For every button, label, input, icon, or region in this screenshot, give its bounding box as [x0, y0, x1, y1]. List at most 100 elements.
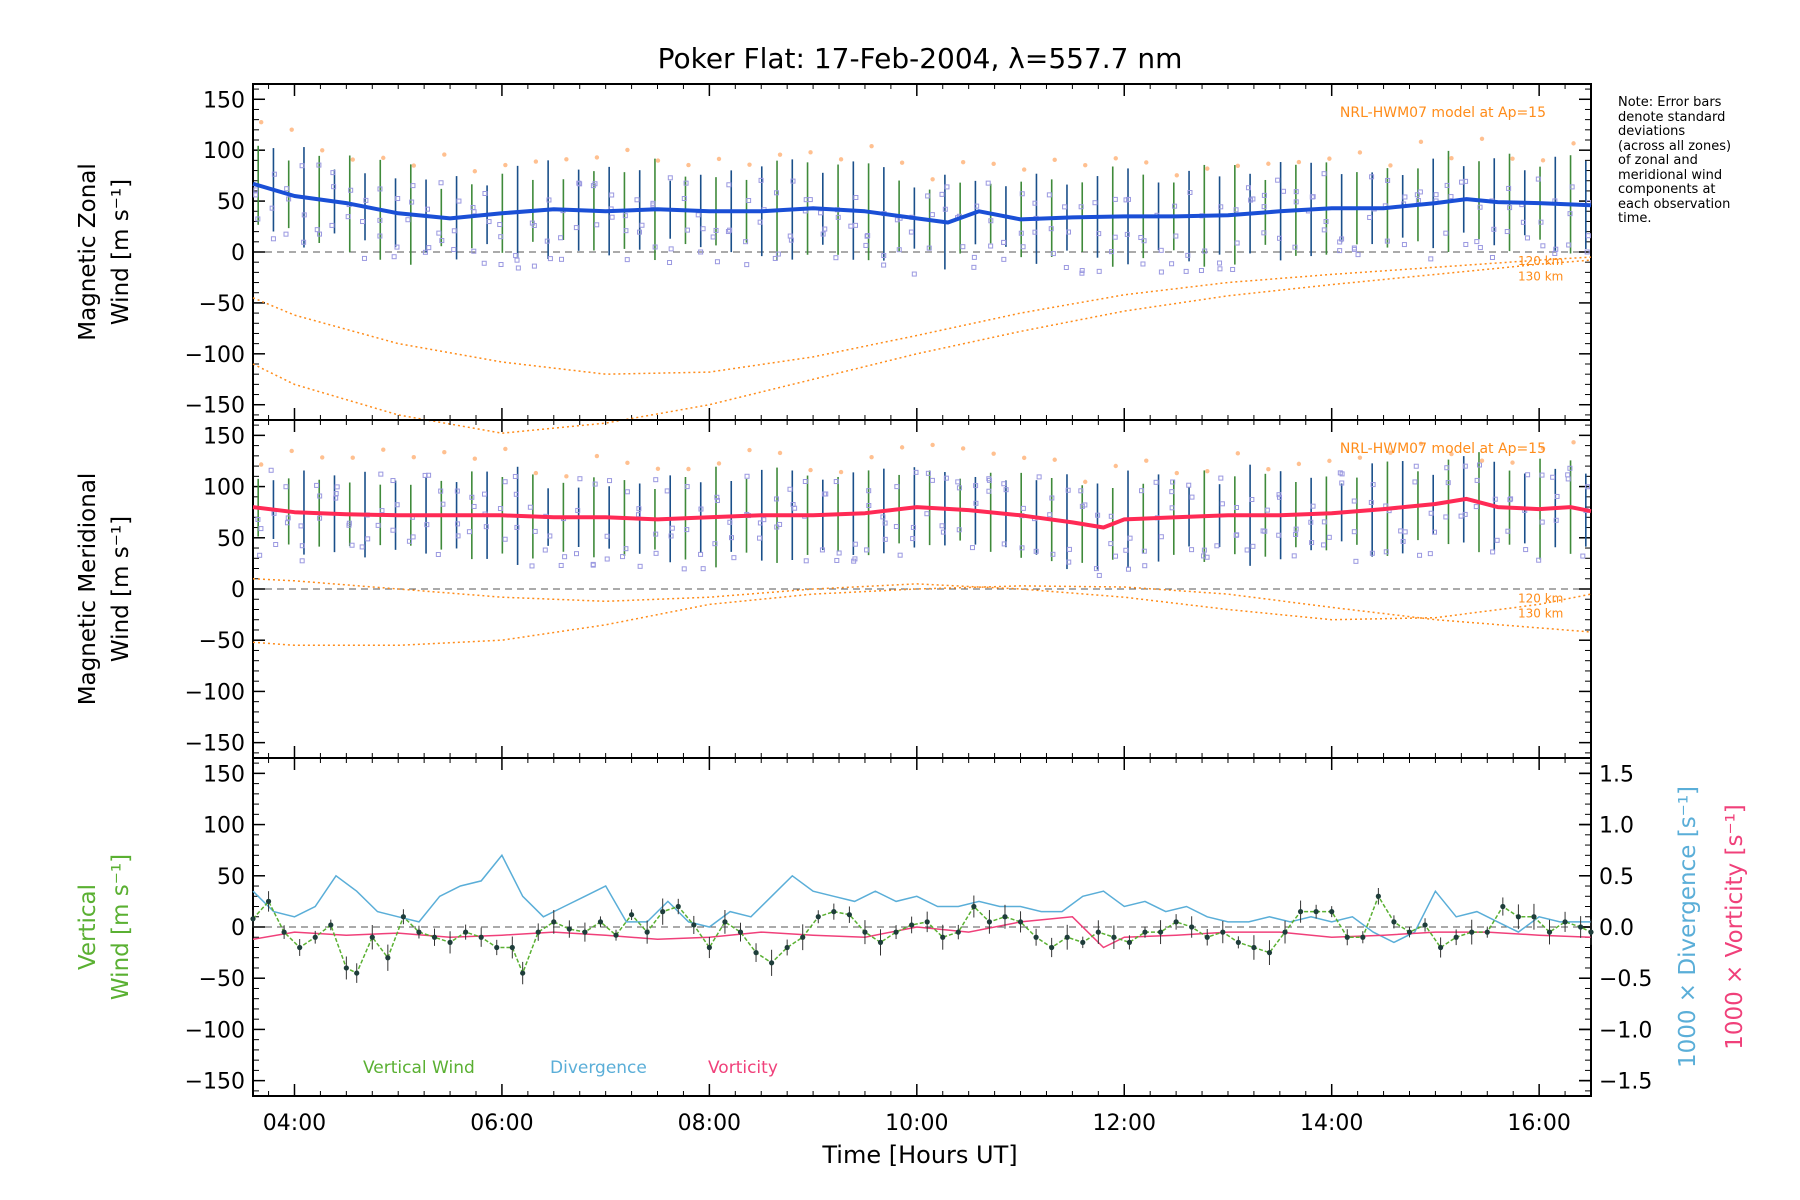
- zone-wind-marker: [836, 550, 842, 556]
- zone-wind-marker: [639, 222, 645, 228]
- zone-wind-marker: [818, 210, 824, 216]
- zone-wind-marker: [1244, 547, 1250, 553]
- zone-wind-marker: [908, 229, 914, 235]
- zone-wind-marker: [896, 247, 902, 253]
- zone-wind-marker: [1095, 512, 1101, 518]
- vertical-wind-point: [297, 944, 303, 951]
- model-zone-marker: [1357, 150, 1363, 155]
- zone-wind-marker: [456, 198, 462, 204]
- zone-wind-marker: [544, 238, 550, 244]
- model-zone-marker: [838, 157, 844, 162]
- zone-wind-marker: [1050, 551, 1056, 557]
- zone-wind-marker: [1585, 233, 1591, 239]
- zone-wind-marker: [1141, 238, 1147, 244]
- zone-wind-marker: [1443, 230, 1449, 236]
- zone-wind-marker: [1580, 553, 1586, 559]
- zone-wind-marker: [988, 243, 994, 249]
- model-130km-line: [252, 259, 1592, 434]
- zone-wind-marker: [1079, 503, 1085, 509]
- model-zone-marker: [1052, 457, 1057, 462]
- zone-wind-marker: [576, 180, 582, 186]
- zone-wind-marker: [286, 196, 292, 202]
- zone-wind-marker: [1351, 246, 1357, 252]
- zone-wind-marker: [455, 533, 461, 539]
- zone-wind-marker: [652, 244, 658, 250]
- model-zone-marker: [1418, 441, 1424, 447]
- vertical-wind-point: [463, 929, 469, 935]
- zone-wind-marker: [360, 219, 366, 225]
- vertical-wind-point: [1049, 944, 1055, 951]
- model-zone-marker: [686, 466, 691, 472]
- zone-wind-marker: [1189, 494, 1195, 500]
- y-tick-label: 150: [203, 424, 245, 449]
- zone-wind-marker: [1281, 188, 1287, 194]
- zone-wind-marker: [787, 486, 793, 492]
- vertical-wind-point: [1126, 939, 1133, 945]
- zone-wind-marker: [333, 495, 339, 501]
- zone-wind-marker: [512, 473, 518, 479]
- model-130km-line: [252, 585, 1592, 647]
- zone-wind-marker: [1553, 517, 1559, 523]
- vertical-wind-point: [753, 950, 759, 956]
- model-zone-marker: [716, 461, 722, 466]
- vertical-wind-point: [924, 919, 930, 925]
- zone-wind-marker: [394, 502, 400, 508]
- model-zone-marker: [1052, 157, 1057, 163]
- zone-wind-marker: [1540, 243, 1546, 249]
- zone-wind-marker: [422, 472, 428, 478]
- vertical-wind-point: [1578, 924, 1584, 930]
- zone-wind-marker: [1293, 526, 1299, 532]
- zone-wind-marker: [405, 217, 411, 223]
- zone-wind-marker: [410, 534, 416, 540]
- zone-wind-marker: [592, 481, 598, 487]
- zone-wind-marker: [542, 547, 548, 553]
- zone-wind-marker: [1504, 229, 1510, 235]
- note-line: meridional wind: [1618, 167, 1723, 183]
- vertical-wind-point: [1204, 934, 1210, 940]
- vertical-wind-point: [815, 914, 821, 920]
- zone-wind-marker: [1506, 185, 1512, 191]
- model-120km-line: [252, 578, 1592, 621]
- model-zone-marker: [258, 120, 264, 125]
- model-zone-marker: [289, 448, 294, 454]
- zone-wind-marker: [1539, 472, 1545, 478]
- zone-wind-marker: [359, 544, 365, 550]
- y-tick-label: 100: [203, 476, 245, 501]
- zone-wind-marker: [1339, 236, 1345, 242]
- note-line: Note: Error bars: [1618, 95, 1722, 110]
- zone-wind-marker: [1125, 196, 1131, 202]
- zone-wind-marker: [939, 523, 945, 529]
- zone-wind-marker: [426, 472, 432, 478]
- vertical-wind-point: [1360, 934, 1366, 940]
- model-zone-marker: [1205, 166, 1210, 171]
- zone-wind-marker: [1507, 205, 1513, 211]
- zone-wind-marker: [471, 503, 477, 509]
- zone-wind-marker: [284, 186, 290, 192]
- zone-wind-marker: [1474, 239, 1480, 245]
- vertical-wind-point: [1375, 893, 1381, 899]
- zone-wind-marker: [1490, 549, 1496, 555]
- zone-wind-marker: [684, 227, 690, 233]
- zone-wind-marker: [498, 262, 504, 268]
- zone-wind-marker: [1415, 198, 1421, 204]
- model-zone-marker: [1540, 158, 1546, 163]
- zone-wind-marker: [1323, 219, 1329, 225]
- zone-wind-marker: [1507, 497, 1513, 503]
- zone-wind-marker: [527, 504, 533, 510]
- zone-wind-marker: [1384, 238, 1390, 244]
- zone-wind-marker: [1310, 503, 1316, 509]
- zone-wind-marker: [713, 227, 719, 233]
- zone-wind-marker: [451, 228, 457, 234]
- zone-wind-marker: [1566, 242, 1572, 248]
- vertical-wind-point: [706, 944, 712, 951]
- zone-wind-marker: [1139, 488, 1145, 494]
- model-zone-marker: [777, 152, 783, 157]
- model-zone-marker: [533, 159, 539, 164]
- zone-wind-marker: [483, 524, 489, 530]
- x-tick-label: 16:00: [1507, 1111, 1570, 1136]
- model-zone-marker: [350, 157, 355, 162]
- model-zone-marker: [1510, 460, 1515, 465]
- vertical-wind-point: [644, 929, 650, 935]
- zone-wind-marker: [880, 514, 886, 520]
